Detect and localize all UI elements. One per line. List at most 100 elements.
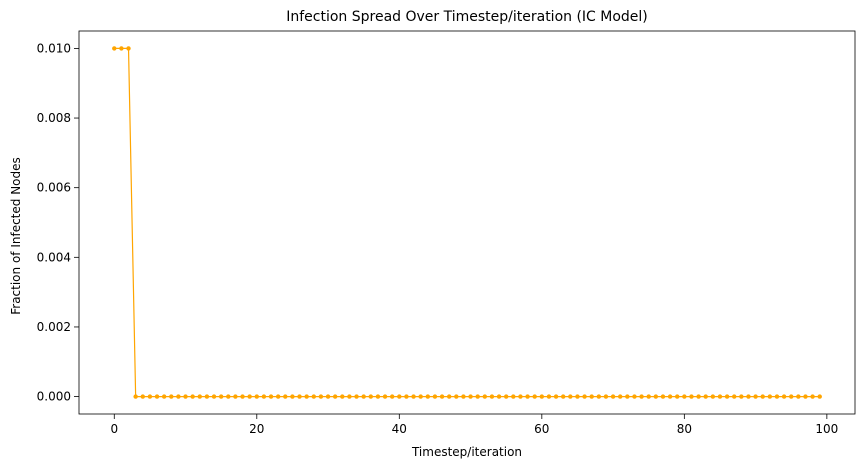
data-point	[475, 394, 480, 399]
data-point	[689, 394, 694, 399]
data-point	[211, 394, 217, 399]
chart-title: Infection Spread Over Timestep/iteration…	[286, 9, 648, 25]
data-point	[496, 394, 502, 399]
data-point	[275, 394, 281, 399]
data-point	[817, 394, 822, 399]
data-point	[582, 394, 587, 399]
y-tick-label: 0.004	[37, 250, 71, 264]
x-tick-label: 0	[110, 422, 118, 436]
data-point	[304, 394, 309, 399]
data-point	[489, 394, 495, 399]
data-point	[325, 394, 331, 399]
data-point	[625, 394, 630, 399]
data-point	[803, 394, 808, 399]
x-tick-label: 20	[249, 422, 264, 436]
data-point	[553, 394, 559, 399]
data-point	[710, 394, 716, 399]
data-point	[603, 394, 609, 399]
data-point	[183, 394, 188, 399]
data-point	[675, 394, 680, 399]
data-point	[290, 394, 295, 399]
data-point	[468, 394, 473, 399]
x-tick-label: 80	[677, 422, 692, 436]
data-point	[639, 394, 644, 399]
data-point	[375, 394, 381, 399]
y-tick-label: 0.002	[37, 320, 71, 334]
data-point	[147, 394, 153, 399]
data-point	[739, 394, 744, 399]
data-point	[732, 394, 737, 399]
data-point	[347, 394, 352, 399]
data-point	[810, 394, 815, 399]
data-point	[781, 394, 787, 399]
data-point	[561, 394, 566, 399]
data-point	[254, 394, 259, 399]
data-point	[318, 394, 324, 399]
data-point	[361, 394, 366, 399]
x-tick-label: 100	[815, 422, 838, 436]
data-point	[753, 394, 758, 399]
data-point	[789, 394, 794, 399]
data-point	[119, 46, 124, 51]
data-point	[161, 394, 167, 399]
data-point	[518, 394, 523, 399]
data-point	[724, 394, 730, 399]
data-point	[454, 394, 459, 399]
data-point	[568, 394, 573, 399]
data-point	[767, 394, 773, 399]
data-point	[703, 394, 708, 399]
data-point	[589, 394, 594, 399]
y-tick-label: 0.006	[37, 181, 71, 195]
plot-frame	[78, 30, 856, 415]
data-point	[717, 394, 723, 399]
data-point	[190, 394, 195, 399]
data-point	[746, 394, 751, 399]
data-point	[404, 394, 409, 399]
data-point	[618, 394, 623, 399]
y-tick-label: 0.010	[37, 41, 71, 55]
data-point	[240, 394, 245, 399]
data-point	[432, 394, 438, 399]
data-point	[411, 394, 416, 399]
data-point	[247, 394, 252, 399]
data-point	[261, 394, 267, 399]
data-point	[389, 394, 395, 399]
data-point	[176, 394, 181, 399]
data-point	[446, 394, 452, 399]
x-tick-label: 60	[534, 422, 549, 436]
data-point	[511, 394, 516, 399]
data-point	[575, 394, 580, 399]
data-point	[461, 394, 466, 399]
data-point	[226, 394, 231, 399]
data-point	[632, 394, 637, 399]
data-point	[140, 394, 145, 399]
data-point	[667, 394, 673, 399]
data-point	[297, 394, 302, 399]
data-point	[660, 394, 666, 399]
data-point	[332, 394, 338, 399]
data-point	[197, 394, 202, 399]
data-point	[653, 394, 659, 399]
data-point	[233, 394, 238, 399]
data-point	[418, 394, 423, 399]
data-point	[646, 394, 651, 399]
data-point	[482, 394, 488, 399]
y-axis-label: Fraction of Infected Nodes	[9, 157, 23, 315]
series-line	[114, 47, 820, 398]
data-point	[311, 394, 316, 399]
y-tick-label: 0.008	[37, 111, 71, 125]
data-point	[382, 394, 388, 399]
data-point	[204, 394, 210, 399]
data-point	[796, 394, 801, 399]
data-point	[682, 394, 687, 399]
data-point	[354, 394, 359, 399]
data-point	[283, 394, 288, 399]
data-point	[126, 46, 131, 51]
data-point	[268, 394, 274, 399]
data-point	[596, 394, 602, 399]
data-point	[610, 394, 616, 399]
x-tick-label: 40	[392, 422, 407, 436]
data-point	[539, 394, 545, 399]
data-point	[760, 394, 765, 399]
